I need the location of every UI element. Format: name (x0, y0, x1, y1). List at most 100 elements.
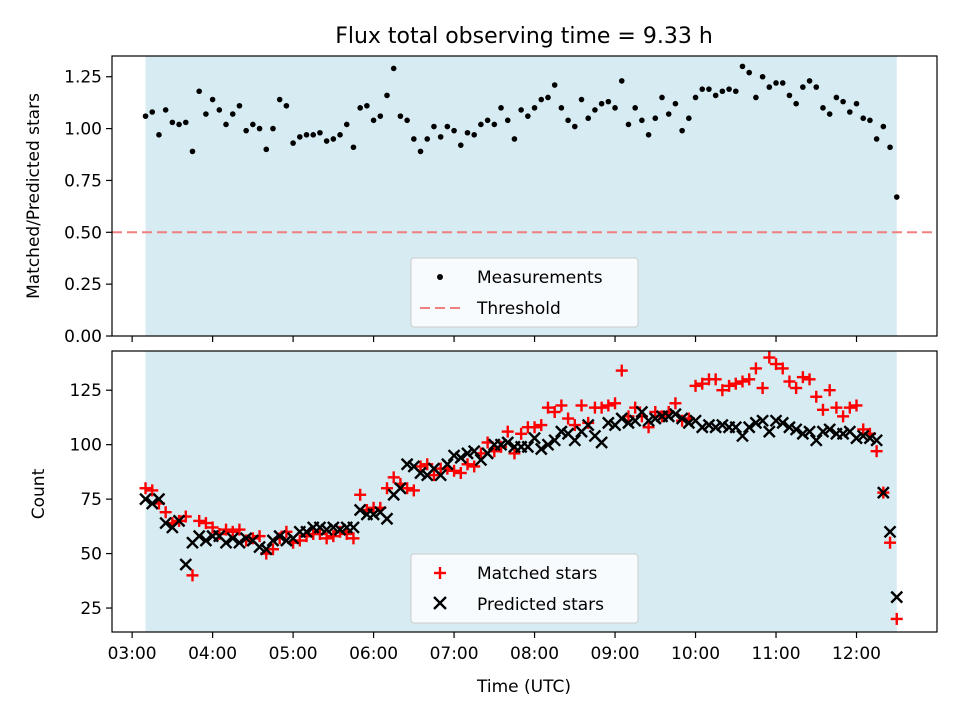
predicted-point (501, 436, 515, 449)
predicted-point (803, 425, 816, 438)
y-tick-label: 1.25 (64, 68, 102, 88)
ratio-legend: Measurements Threshold (410, 257, 639, 328)
predicted-point (347, 521, 360, 534)
measurement-point (880, 123, 887, 130)
y-tick-label: 0.25 (64, 275, 102, 295)
y-tick-label: 25 (80, 599, 102, 619)
measurement-point (384, 92, 390, 99)
measurement-point (431, 123, 437, 130)
matched-point (743, 373, 756, 386)
matched-point (541, 401, 554, 414)
predicted-point (635, 405, 649, 419)
measurement-point (337, 132, 343, 138)
count-plot-frame (111, 350, 938, 633)
matched-point (837, 410, 850, 423)
predicted-point (300, 525, 313, 539)
measurement-point (156, 132, 162, 138)
matched-point (193, 514, 206, 527)
matched-point (407, 484, 420, 497)
predicted-point (266, 534, 280, 547)
matched-point (206, 521, 219, 534)
measurement-point (189, 148, 196, 155)
matched-point (689, 379, 702, 392)
predicted-point (809, 433, 823, 447)
predicted-point (179, 558, 193, 571)
measurement-point (726, 86, 732, 92)
matched-point (508, 447, 521, 460)
matched-point (347, 532, 360, 545)
matched-point (796, 371, 809, 384)
measurement-point (679, 127, 685, 134)
measurement-point (847, 109, 853, 115)
predicted-point (628, 414, 642, 428)
measurement-point (558, 105, 565, 111)
predicted-point (742, 420, 756, 434)
count-legend: Matched stars Predicted stars (410, 553, 639, 624)
measurement-point (317, 129, 323, 136)
matched-point (226, 525, 239, 538)
measurement-point (471, 132, 477, 138)
matched-point (709, 373, 722, 386)
predicted-point (226, 531, 240, 545)
matched-point (575, 399, 588, 412)
matched-point (615, 364, 628, 377)
y-tick-label: 0.50 (64, 223, 102, 243)
measurement-point (833, 94, 840, 101)
predicted-point (675, 412, 689, 425)
measurement-point (243, 127, 249, 134)
predicted-point (273, 529, 287, 543)
measurement-point (551, 82, 558, 88)
predicted-point (152, 492, 166, 506)
measurement-point (813, 84, 820, 90)
measurement-point (538, 96, 545, 103)
measurement-point (323, 138, 330, 144)
matched-point (810, 390, 823, 403)
x-tick-label: 11:00 (752, 644, 801, 664)
predicted-point (139, 492, 152, 506)
measurement-point (585, 115, 592, 122)
matched-point (857, 423, 870, 436)
measurement-point (437, 134, 444, 140)
matched-point (756, 382, 769, 395)
predicted-points-group (139, 405, 904, 604)
measurement-point (491, 121, 498, 128)
measurement-point (411, 136, 417, 142)
ratio-y-label: Matched/Predicted stars (24, 93, 44, 299)
predicted-point (762, 425, 776, 438)
matched-point (890, 612, 903, 625)
legend-threshold-label: Threshold (476, 299, 561, 319)
matched-point (716, 384, 729, 397)
measurement-point (162, 107, 169, 113)
predicted-point (481, 447, 494, 460)
ratio-points-group (142, 63, 900, 200)
predicted-point (528, 431, 541, 445)
measurement-point (739, 63, 746, 70)
measurement-point (605, 98, 612, 105)
predicted-point (876, 486, 890, 499)
measurement-point (779, 80, 786, 86)
measurement-point (732, 88, 739, 95)
legend-matched-marker (434, 567, 446, 579)
measurement-point (572, 123, 578, 130)
measurement-point (457, 142, 464, 148)
measurement-point (867, 117, 873, 124)
measurement-point (759, 73, 766, 80)
measurement-point (659, 94, 665, 101)
measurement-point (686, 115, 692, 122)
predicted-point (776, 416, 790, 430)
measurement-point (719, 88, 726, 95)
predicted-point (219, 536, 233, 550)
predicted-point (669, 407, 682, 421)
measurement-point (424, 136, 431, 142)
measurement-point (297, 134, 303, 140)
measurement-point (618, 78, 625, 84)
y-tick-label: 0.00 (64, 327, 102, 347)
measurement-point (746, 69, 752, 76)
y-tick-label: 1.00 (64, 120, 102, 140)
measurement-point (598, 100, 605, 107)
measurement-point (531, 105, 538, 111)
measurement-point (223, 121, 229, 128)
matched-point (246, 532, 259, 545)
matched-point (736, 375, 749, 388)
